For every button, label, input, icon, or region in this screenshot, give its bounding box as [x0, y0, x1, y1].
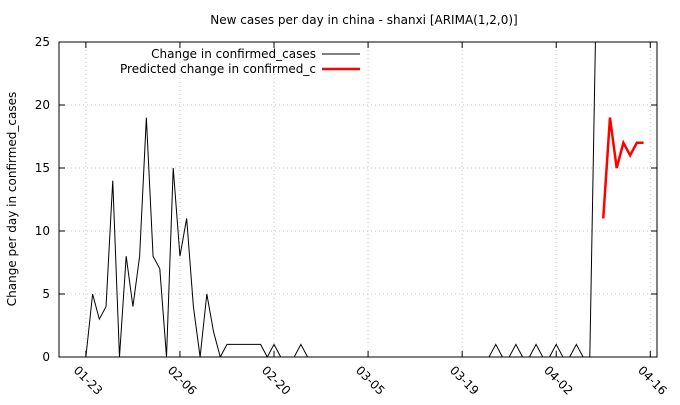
x-tick-label: 02-20	[259, 363, 294, 398]
legend-label-actual: Change in confirmed_cases	[151, 47, 316, 61]
axes: 0 5 10 15 20 25 01-23 02-06 02-20 03-05 03-19 04-02…	[35, 35, 670, 398]
y-tick-label: 20	[35, 98, 50, 112]
grid-lines	[59, 41, 657, 358]
data-series	[79, 42, 644, 357]
x-tick-label: 03-05	[353, 363, 388, 398]
x-tick-label: 03-19	[447, 363, 482, 398]
y-tick-label: 0	[42, 350, 50, 364]
x-tick-label: 02-06	[165, 363, 200, 398]
x-tick-label: 01-23	[71, 363, 106, 398]
x-tick-label: 04-02	[541, 363, 576, 398]
series-line-predicted	[602, 117, 644, 219]
y-tick-label: 25	[35, 35, 50, 49]
y-tick-label: 5	[42, 287, 50, 301]
y-axis-label: Change per day in confirmed_cases	[5, 92, 19, 307]
chart-title: New cases per day in china - shanxi [ARI…	[210, 13, 517, 27]
y-tick-label: 10	[35, 224, 50, 238]
plot-border	[58, 41, 658, 358]
x-tick-label: 04-16	[635, 363, 670, 398]
series-line-actual	[79, 42, 596, 357]
legend-label-predicted: Predicted change in confirmed_c	[120, 62, 316, 76]
y-tick-label: 15	[35, 161, 50, 175]
